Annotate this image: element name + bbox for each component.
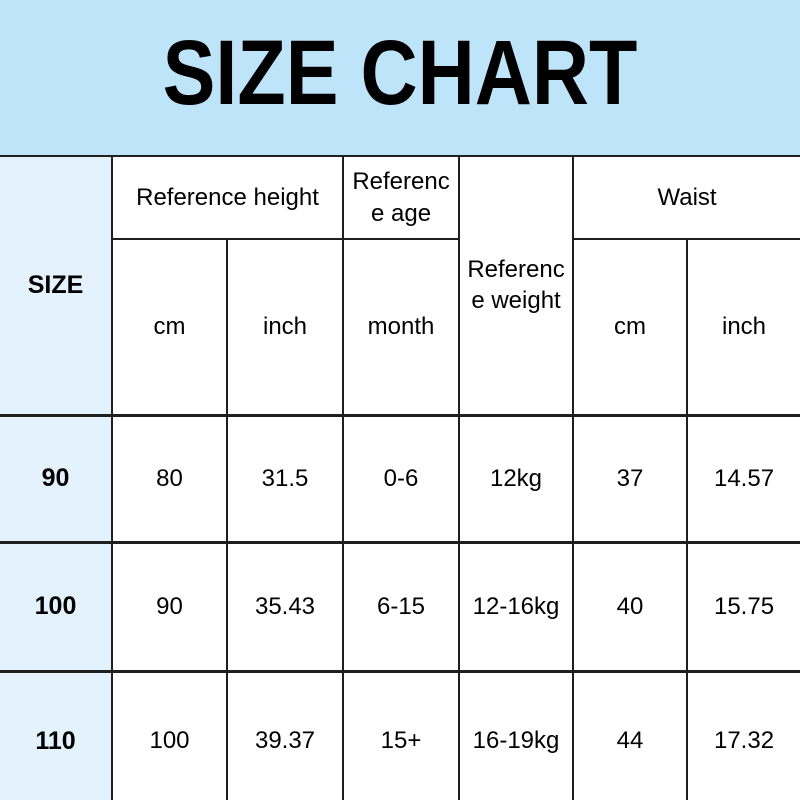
cell-weight: 12kg	[458, 413, 575, 543]
cell-waist-cm: 40	[572, 540, 689, 672]
table-row: 110 100 39.37 15+ 16-19kg 44 17.32	[0, 669, 800, 800]
cell-height-cm: 90	[111, 540, 228, 672]
column-header-reference-age: Referenc e age	[342, 155, 461, 240]
column-header-reference-height: Reference height	[110, 155, 345, 240]
cell-waist-inch: 17.32	[686, 669, 800, 800]
banner: SIZE CHART	[0, 0, 800, 155]
cell-age: 15+	[342, 669, 461, 800]
cell-waist-cm: 44	[572, 669, 689, 800]
column-header-size: SIZE	[0, 155, 113, 416]
cell-height-inch: 31.5	[225, 413, 345, 543]
size-table: SIZE Reference height Referenc e age Ref…	[0, 155, 800, 800]
cell-weight: 16-19kg	[458, 669, 575, 800]
subheader-waist-inch: inch	[686, 238, 800, 416]
cell-age: 6-15	[342, 540, 461, 672]
cell-height-inch: 35.43	[225, 540, 345, 672]
cell-weight: 12-16kg	[458, 540, 575, 672]
subheader-waist-cm: cm	[572, 238, 689, 416]
cell-waist-cm: 37	[572, 413, 689, 543]
subheader-height-cm: cm	[111, 238, 228, 416]
cell-height-cm: 80	[111, 413, 228, 543]
header-row-units: cm inch month cm inch	[0, 238, 800, 416]
subheader-height-inch: inch	[225, 238, 345, 416]
cell-size: 90	[0, 413, 113, 543]
cell-height-cm: 100	[111, 669, 228, 800]
column-header-waist: Waist	[572, 155, 800, 240]
table-row: 100 90 35.43 6-15 12-16kg 40 15.75	[0, 540, 800, 672]
column-header-reference-weight: Referenc e weight	[458, 155, 575, 416]
subheader-age-month: month	[342, 238, 461, 416]
page-title: SIZE CHART	[162, 21, 638, 124]
cell-height-inch: 39.37	[225, 669, 345, 800]
cell-waist-inch: 15.75	[686, 540, 800, 672]
cell-waist-inch: 14.57	[686, 413, 800, 543]
table-row: 90 80 31.5 0-6 12kg 37 14.57	[0, 413, 800, 543]
cell-age: 0-6	[342, 413, 461, 543]
header-row-groups: SIZE Reference height Referenc e age Ref…	[0, 155, 800, 416]
cell-size: 100	[0, 540, 113, 672]
cell-size: 110	[0, 669, 113, 800]
